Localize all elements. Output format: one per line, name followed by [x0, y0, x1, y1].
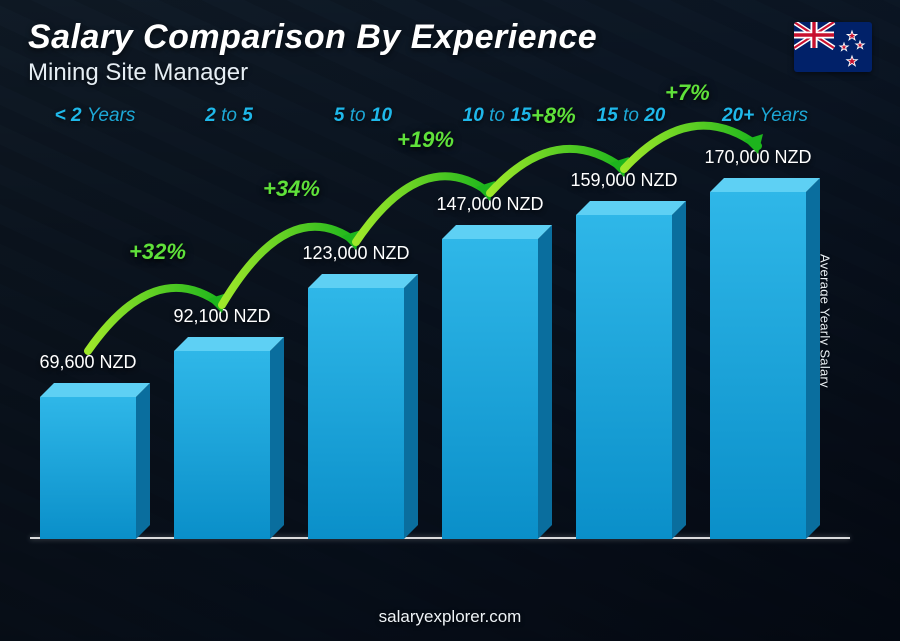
page-subtitle: Mining Site Manager — [28, 59, 597, 87]
page-title: Salary Comparison By Experience — [28, 18, 597, 57]
new-zealand-flag-icon — [794, 22, 872, 72]
bar-category-label: 15 to 20 — [561, 105, 701, 599]
header-block: Salary Comparison By Experience Mining S… — [28, 18, 597, 87]
increase-percent-label: +32% — [129, 239, 186, 265]
infographic-stage: Salary Comparison By Experience Mining S… — [0, 0, 900, 641]
increase-percent-label: +19% — [397, 127, 454, 153]
bar-category-label: 10 to 15 — [427, 105, 567, 599]
increase-percent-label: +34% — [263, 176, 320, 202]
bar-category-label: 20+ Years — [695, 105, 835, 599]
footer-credit: salaryexplorer.com — [0, 607, 900, 627]
salary-bar-chart: 69,600 NZD< 2 Years92,100 NZD2 to 5123,0… — [40, 99, 840, 569]
increase-percent-label: +7% — [665, 80, 710, 106]
bar-category-label: < 2 Years — [25, 105, 165, 599]
increase-percent-label: +8% — [531, 103, 576, 129]
